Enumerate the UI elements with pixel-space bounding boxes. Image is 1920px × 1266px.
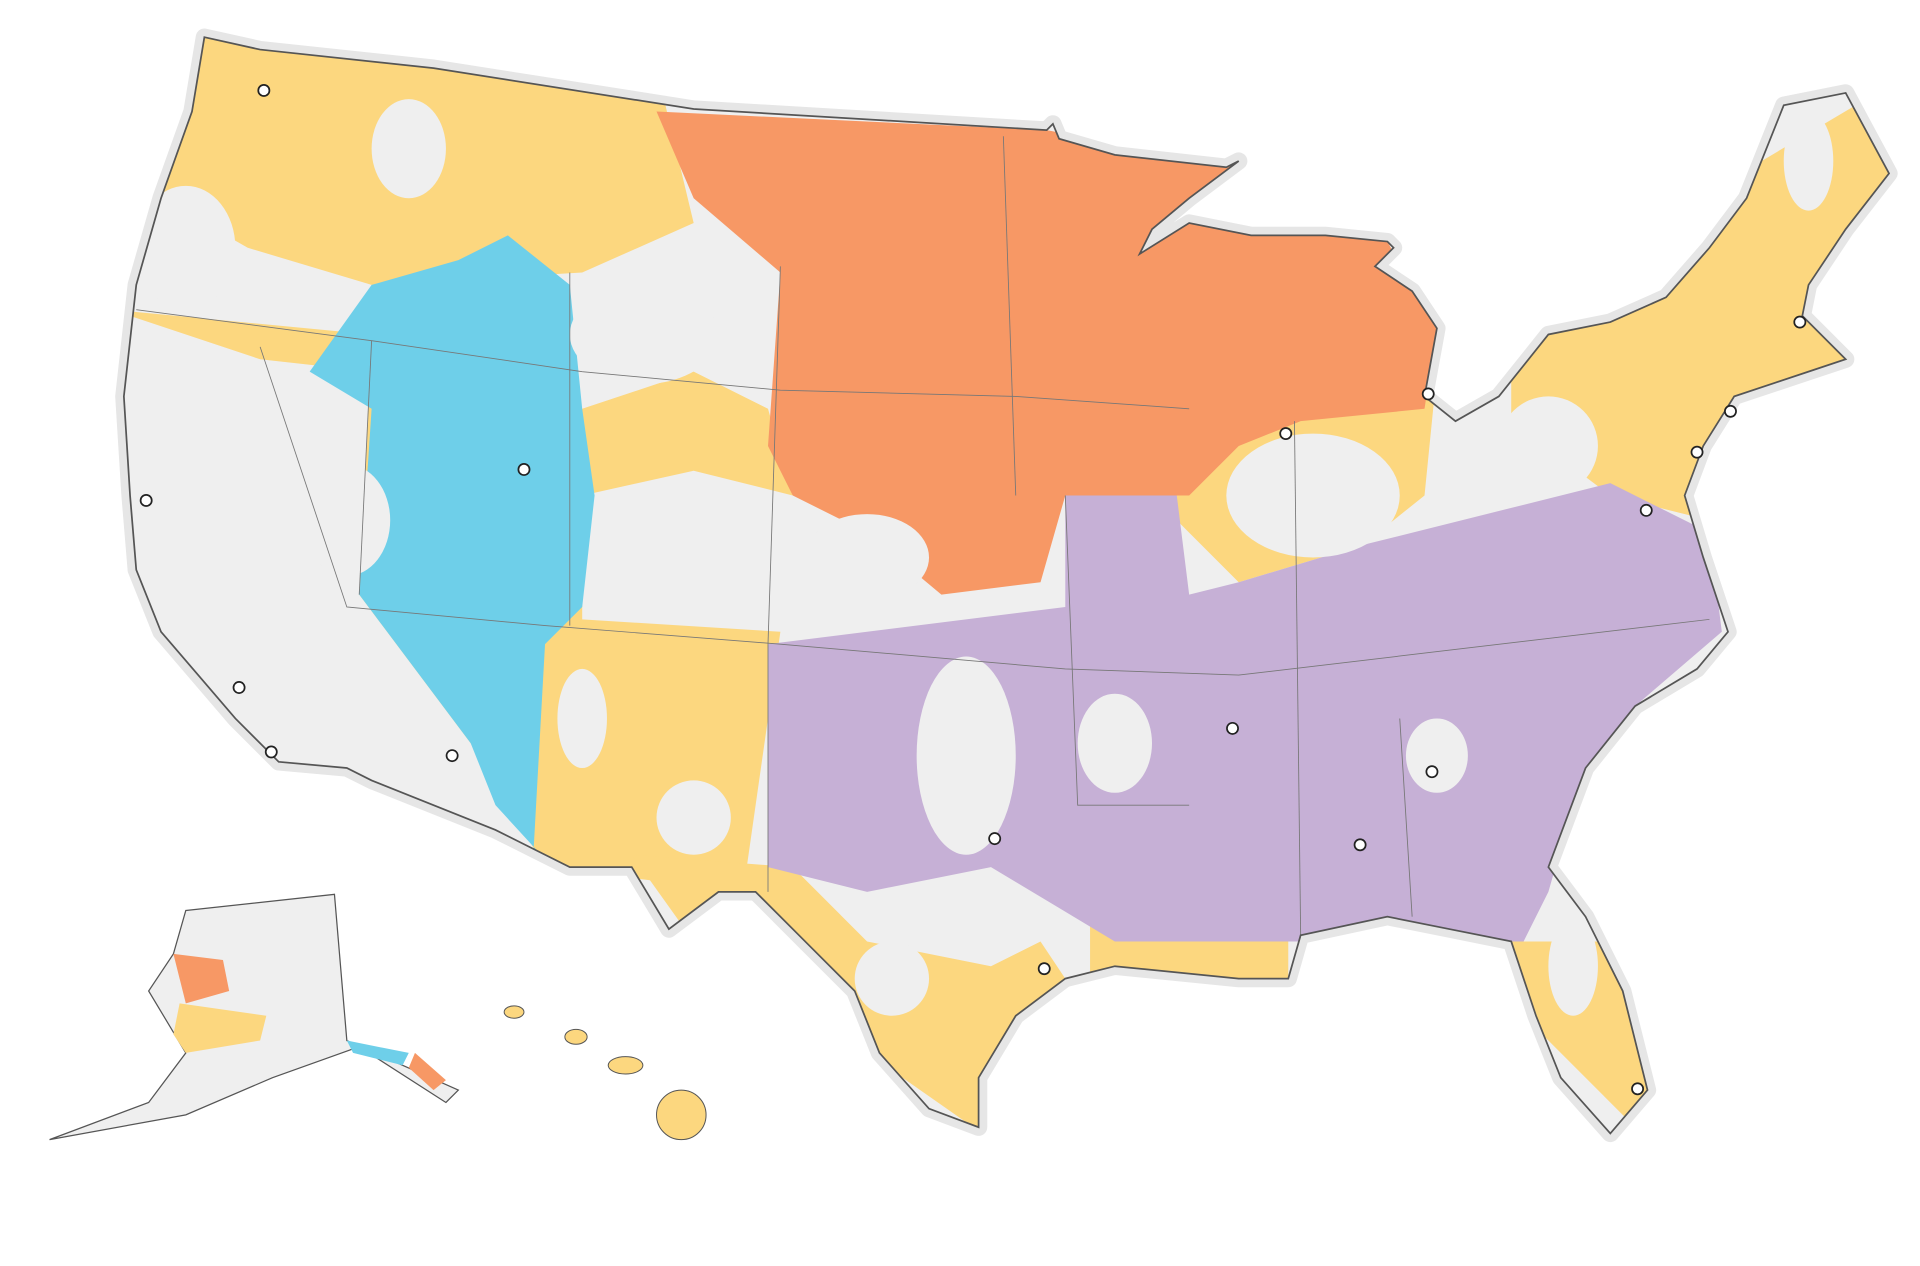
- city: [232, 681, 246, 694]
- city: [1631, 1082, 1645, 1096]
- city: [1037, 962, 1051, 976]
- hawaii-island: [503, 1005, 525, 1019]
- neutral-patches: [136, 99, 1834, 1016]
- city: [1226, 721, 1239, 735]
- city: [1639, 503, 1653, 517]
- city: [1425, 765, 1439, 779]
- city: [257, 84, 271, 97]
- hawaii-island: [607, 1056, 644, 1075]
- cities: [139, 84, 1807, 1096]
- region-south: [768, 483, 1722, 942]
- city: [1690, 445, 1704, 459]
- city: [1724, 404, 1737, 418]
- hawaii-island: [564, 1028, 588, 1045]
- hawaii: [503, 1005, 707, 1141]
- alaska: [49, 893, 460, 1141]
- city: [517, 463, 531, 476]
- region-florida: [1498, 941, 1660, 1134]
- city: [445, 749, 459, 763]
- city: [264, 745, 278, 759]
- city: [988, 832, 1002, 846]
- city: [1793, 315, 1807, 329]
- alaska-orange: [173, 953, 230, 1004]
- alaska-orange-se: [408, 1052, 446, 1091]
- hawaii-island: [656, 1089, 707, 1141]
- alaska-yellow: [173, 1003, 267, 1053]
- city: [1353, 838, 1367, 852]
- alaska-blue: [346, 1040, 409, 1066]
- state-borders: [136, 136, 1710, 936]
- region-mountain: [309, 235, 595, 880]
- city: [1421, 387, 1435, 401]
- city: [1279, 427, 1293, 441]
- city: [139, 494, 153, 507]
